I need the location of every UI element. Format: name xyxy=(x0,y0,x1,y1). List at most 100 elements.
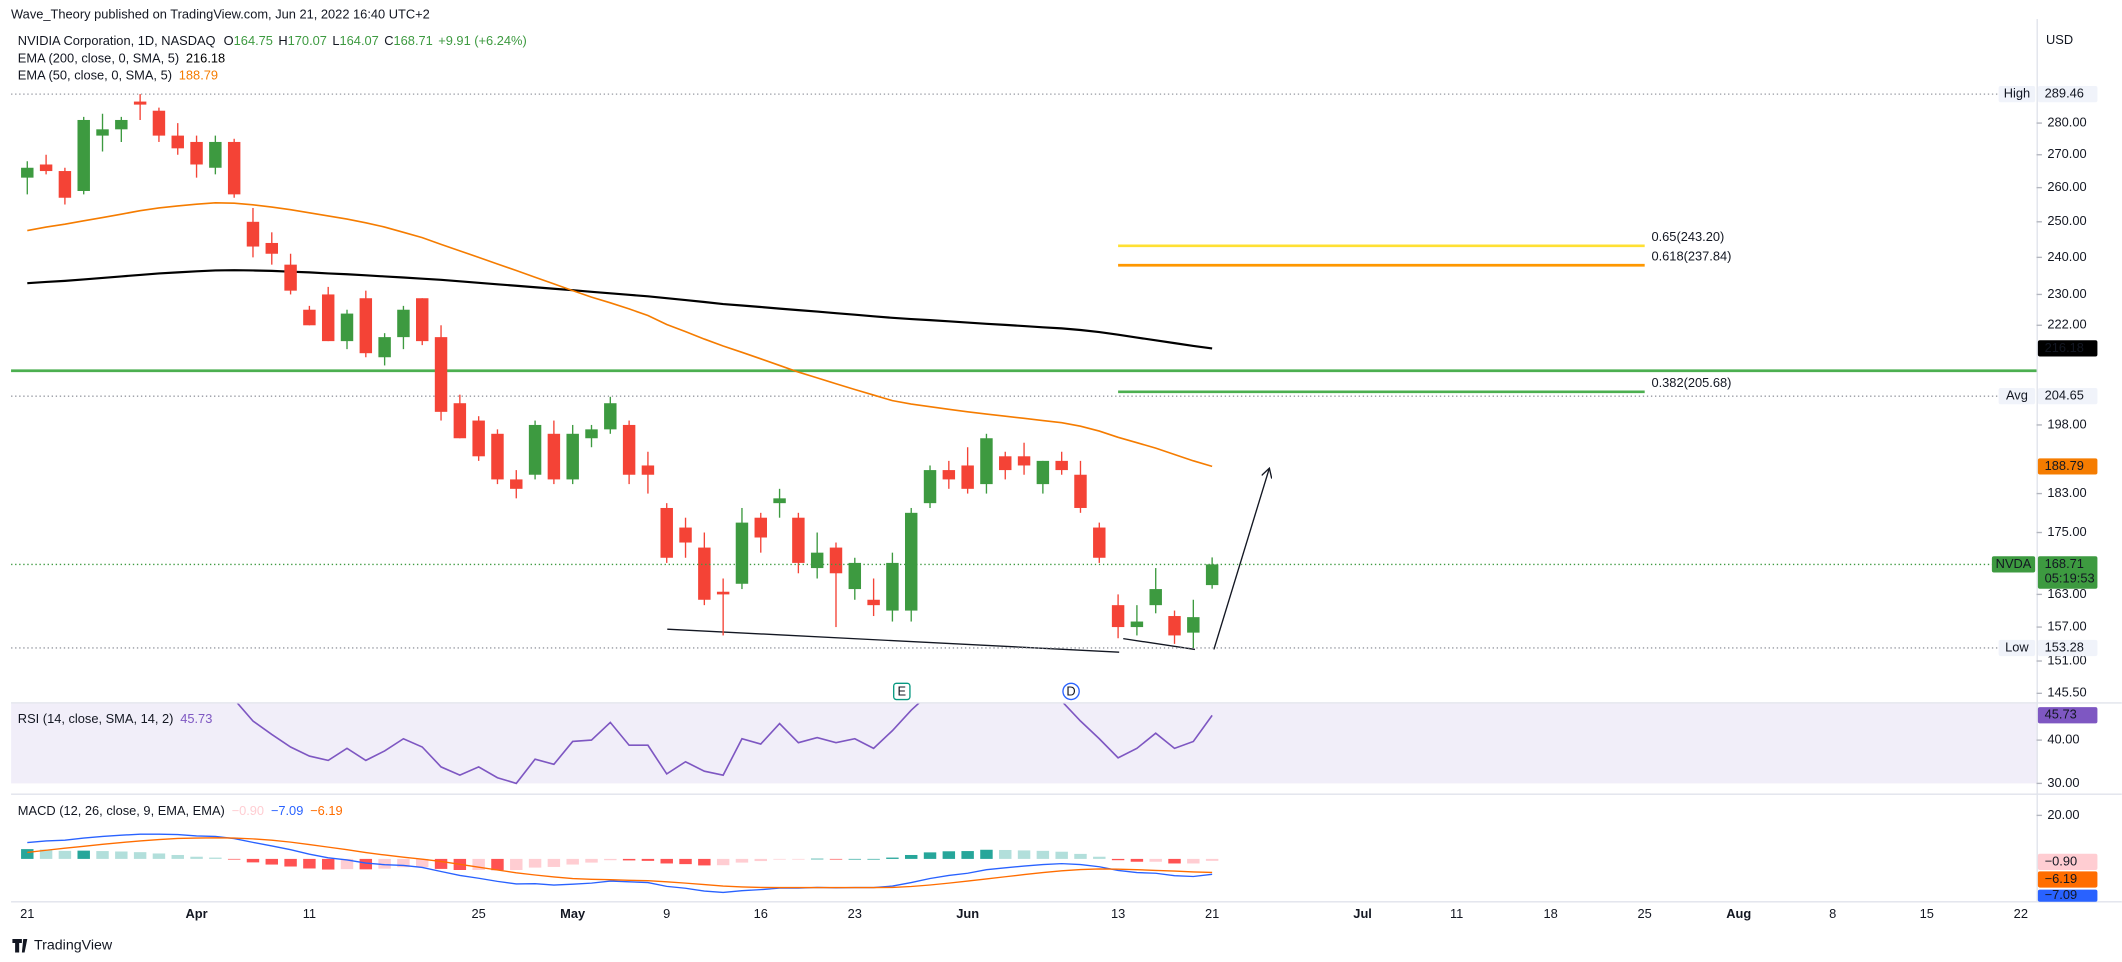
rsi-pane xyxy=(11,703,2037,785)
countdown: 05:19:53 xyxy=(2045,571,2095,586)
y-tick-label: 40.00 xyxy=(2047,731,2079,746)
candle-body xyxy=(923,470,937,504)
y-tick-label: 30.00 xyxy=(2047,775,2079,790)
marker-value: 204.65 xyxy=(2045,388,2084,403)
histogram-bar xyxy=(1205,858,1219,861)
histogram-bar xyxy=(58,850,72,859)
x-tick-label: 18 xyxy=(1544,906,1558,921)
event-badge xyxy=(893,682,911,701)
histogram-bar xyxy=(923,852,937,859)
candle-body xyxy=(133,101,147,105)
candle-body xyxy=(942,470,956,480)
histogram-bar xyxy=(416,858,429,868)
histogram-bar xyxy=(886,857,899,859)
last-price-name: NVDA xyxy=(1996,556,2032,571)
histogram-bar xyxy=(641,858,655,861)
signal-last-value: −6.19 xyxy=(2045,871,2077,886)
marker-name-box xyxy=(1998,86,2036,103)
signal-last-value-box xyxy=(2037,871,2098,888)
candle-body xyxy=(810,552,824,569)
candle-body xyxy=(227,141,241,195)
fib-label: 0.65(243.20) xyxy=(1651,229,1724,244)
x-tick-label: 25 xyxy=(1638,906,1652,921)
marker-value: 153.28 xyxy=(2045,639,2084,654)
histogram-bar xyxy=(209,857,222,859)
candle-body xyxy=(434,337,448,412)
event-badge xyxy=(1062,682,1080,701)
candle-body xyxy=(698,547,711,600)
histogram-bar xyxy=(1149,858,1162,862)
indicator-name: MACD (12, 26, close, 9, EMA, EMA) xyxy=(18,803,225,818)
histogram-bar xyxy=(961,851,974,859)
histogram-bar xyxy=(999,849,1012,859)
marker-name: Avg xyxy=(2006,388,2028,403)
histogram-bar xyxy=(566,858,579,865)
histogram-bar xyxy=(321,858,335,870)
indicator-legend: MACD (12, 26, close, 9, EMA, EMA) −0.90 −7… xyxy=(18,803,343,818)
histogram-bar xyxy=(716,858,730,866)
x-tick-label: 25 xyxy=(472,906,486,921)
x-tick-label: 8 xyxy=(1829,906,1836,921)
histogram-bar xyxy=(1055,851,1068,859)
histogram-bar xyxy=(397,858,410,868)
ema-last-value: 188.79 xyxy=(2045,458,2084,473)
candle-body xyxy=(1111,605,1125,628)
histogram-bar xyxy=(1187,858,1200,864)
histogram-bar xyxy=(980,849,993,859)
trend-line xyxy=(1123,637,1196,651)
histogram-bar xyxy=(359,858,373,870)
candle-body xyxy=(510,479,523,489)
histogram-bar xyxy=(622,858,636,861)
indicator-name: EMA (50, close, 0, SMA, 5) xyxy=(18,68,172,83)
histogram-bar xyxy=(773,858,786,860)
candle-body xyxy=(829,547,843,574)
histogram-bar xyxy=(246,858,260,863)
histogram-bar xyxy=(472,858,485,870)
x-tick-label: 23 xyxy=(848,906,862,921)
event-label: D xyxy=(1066,683,1075,698)
candle-body xyxy=(867,599,880,606)
y-tick-label: 163.00 xyxy=(2047,586,2086,601)
candle-body xyxy=(660,507,673,558)
candle-body xyxy=(716,591,730,595)
indicator-value: −6.19 xyxy=(310,803,343,818)
legend-prefix: L xyxy=(332,33,339,48)
legend-symbol: NVIDIA Corporation, 1D, NASDAQ xyxy=(18,33,216,48)
candle-body xyxy=(77,119,90,191)
candle-body xyxy=(904,512,918,611)
y-tick-label: 198.00 xyxy=(2047,416,2086,431)
histogram-bar xyxy=(21,849,34,859)
histogram-bar xyxy=(1017,850,1031,859)
x-tick-label: May xyxy=(560,906,586,921)
ema-line xyxy=(27,202,1213,468)
rsi-last-value: 45.73 xyxy=(2045,707,2077,722)
candle-body xyxy=(1168,616,1181,636)
histogram-bar xyxy=(1036,850,1050,859)
y-tick-label: 250.00 xyxy=(2047,213,2086,228)
candle-body xyxy=(604,403,617,430)
candle-body xyxy=(622,424,636,475)
legend-prefix: C xyxy=(384,33,393,48)
candle-body xyxy=(528,424,542,475)
y-tick-label: 260.00 xyxy=(2047,179,2086,194)
candle-body xyxy=(39,164,53,172)
indicator-value: 188.79 xyxy=(179,68,218,83)
histogram-bar xyxy=(604,858,617,861)
brand: TradingView xyxy=(34,938,113,954)
y-tick-label: 20.00 xyxy=(2047,807,2079,822)
histogram-bar xyxy=(152,853,166,859)
rsi-line xyxy=(236,703,1213,785)
y-tick-label: 183.00 xyxy=(2047,485,2086,500)
x-tick-label: 16 xyxy=(754,906,768,921)
marker-value: 289.46 xyxy=(2045,86,2084,101)
histogram-bar xyxy=(39,849,53,859)
candle-body xyxy=(848,562,862,590)
candle-body xyxy=(754,517,767,538)
indicator-legend: EMA (50, close, 0, SMA, 5) 188.79 xyxy=(18,68,218,83)
histogram-bar xyxy=(434,858,448,869)
last-price: 168.71 xyxy=(2045,556,2084,571)
histogram-bar xyxy=(1074,853,1087,859)
candle-body xyxy=(980,438,993,485)
candle-body xyxy=(397,309,410,338)
